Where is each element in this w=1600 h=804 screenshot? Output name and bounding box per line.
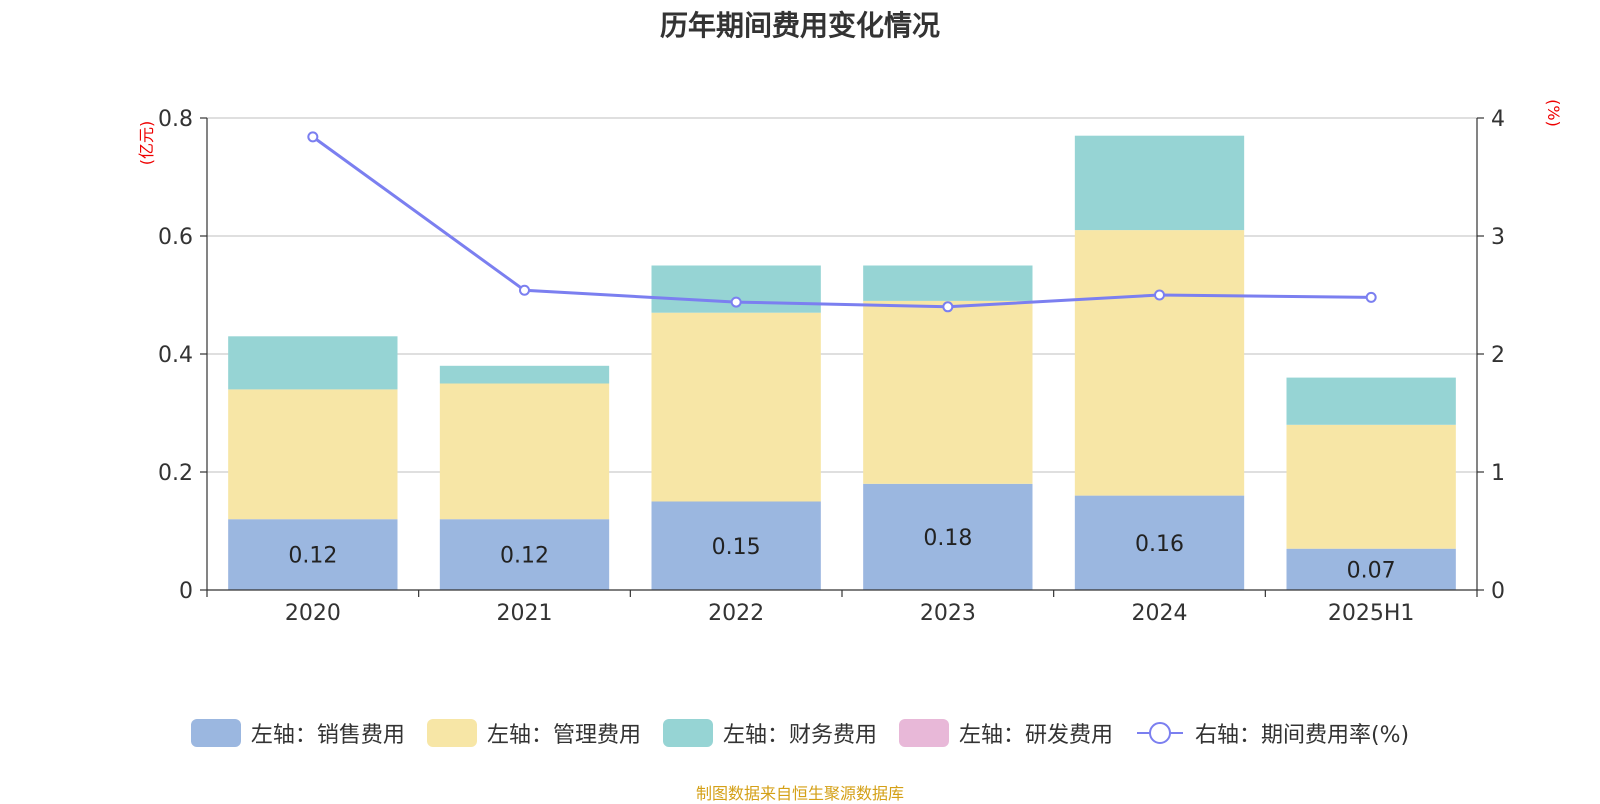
x-axis-tick-label: 2024 — [1132, 601, 1188, 626]
legend-item-sales[interactable]: 左轴：销售费用 — [190, 717, 405, 749]
bar-segment — [228, 389, 398, 520]
bar-segment — [863, 265, 1033, 301]
x-axis-tick-label: 2021 — [497, 601, 553, 626]
legend-line-circle-icon — [1136, 722, 1183, 744]
left-axis-tick-label: 0.8 — [158, 107, 193, 132]
legend-swatch-sales — [190, 719, 241, 747]
right-axis-tick-label: 2 — [1491, 343, 1505, 368]
bar-segment — [1286, 424, 1456, 549]
bar-data-label: 0.07 — [1347, 558, 1396, 583]
bar-segment — [439, 519, 610, 590]
legend-label-rnd: 左轴：研发费用 — [958, 723, 1113, 748]
bar-segment — [228, 336, 398, 390]
rate-point — [519, 284, 530, 296]
bar-data-label: 0.12 — [500, 544, 549, 569]
bar-segment — [863, 483, 1033, 590]
right-axis-tick-label: 1 — [1491, 461, 1505, 486]
bar-segment — [1074, 135, 1245, 231]
bar-segment — [651, 501, 821, 590]
x-axis-tick-label: 2020 — [285, 601, 341, 626]
legend-item-admin[interactable]: 左轴：管理费用 — [426, 717, 641, 749]
x-axis-tick-label: 2023 — [920, 601, 976, 626]
left-axis-tick-label: 0.4 — [158, 343, 193, 368]
legend-label-admin: 左轴：管理费用 — [486, 723, 641, 748]
left-axis-tick-label: 0.2 — [158, 461, 193, 486]
bar-segment — [1074, 495, 1245, 590]
legend-label-sales: 左轴：销售费用 — [250, 723, 405, 748]
bar-segment — [439, 383, 610, 520]
right-axis-tick-label: 3 — [1491, 225, 1505, 250]
left-axis-tick-label: 0 — [179, 579, 193, 604]
bar-segment — [651, 312, 821, 502]
right-axis-tick-label: 4 — [1491, 107, 1505, 132]
bar-segment — [1286, 377, 1456, 425]
legend-item-finance[interactable]: 左轴：财务费用 — [662, 717, 877, 749]
rate-point — [1154, 289, 1165, 301]
bar-segment — [439, 365, 610, 384]
bar-data-label: 0.15 — [712, 535, 761, 560]
bar-data-label: 0.18 — [923, 526, 972, 551]
bar-segment — [228, 519, 398, 590]
left-axis-unit-label: (亿元) — [137, 121, 156, 166]
bar-segment — [863, 300, 1033, 484]
legend-swatch-rnd — [898, 719, 949, 747]
legend-swatch-finance — [662, 719, 713, 747]
x-axis-tick-label: 2025H1 — [1328, 601, 1415, 626]
legend-item-rate[interactable]: 右轴：期间费用率(%) — [1135, 717, 1409, 749]
legend: 左轴：销售费用 左轴：管理费用 左轴：财务费用 左轴：研发费用 右轴：期间费用率… — [0, 717, 1600, 749]
bar-data-label: 0.12 — [288, 544, 337, 569]
legend-swatch-admin — [426, 719, 477, 747]
rate-line — [311, 135, 1372, 309]
source-note: 制图数据来自恒生聚源数据库 — [695, 784, 904, 803]
rate-point — [307, 131, 319, 143]
legend-item-rnd[interactable]: 左轴：研发费用 — [898, 717, 1113, 749]
left-axis-tick-label: 0.6 — [158, 225, 193, 250]
rate-point — [942, 301, 954, 313]
legend-label-finance: 左轴：财务费用 — [722, 723, 877, 748]
bar-segment — [1074, 230, 1245, 496]
rate-point — [730, 296, 742, 308]
right-axis-unit-label: (%) — [1544, 99, 1563, 127]
bar-segment — [1286, 548, 1456, 590]
legend-label-rate: 右轴：期间费用率(%) — [1194, 723, 1410, 748]
bar-data-label: 0.16 — [1135, 532, 1184, 557]
chart-title: 历年期间费用变化情况 — [659, 9, 940, 42]
right-axis-tick-label: 0 — [1491, 579, 1505, 604]
rate-point — [1365, 291, 1377, 303]
x-axis-tick-label: 2022 — [708, 601, 764, 626]
